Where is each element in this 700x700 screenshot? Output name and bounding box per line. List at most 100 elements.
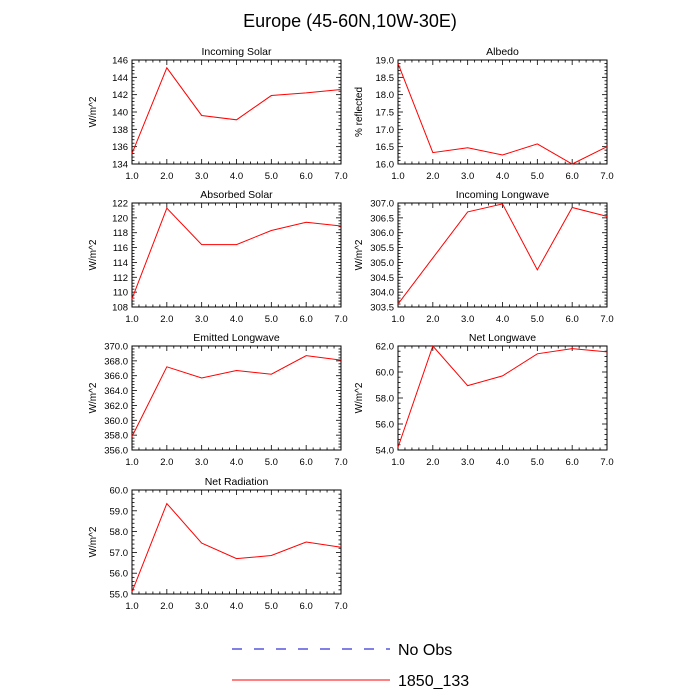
x-tick-label: 1.0 xyxy=(125,457,138,468)
y-tick-label: 306.0 xyxy=(370,228,394,239)
y-axis-label: W/m^2 xyxy=(88,239,99,270)
y-tick-label: 55.0 xyxy=(110,590,129,601)
y-tick-label: 368.0 xyxy=(104,356,128,367)
figure-title: Europe (45-60N,10W-30E) xyxy=(243,11,457,31)
y-tick-label: 122 xyxy=(112,199,128,210)
x-tick-label: 1.0 xyxy=(125,314,138,325)
legend: No Obs 1850_133 xyxy=(232,642,469,690)
x-tick-label: 4.0 xyxy=(496,457,509,468)
series-line-1850-133 xyxy=(131,355,342,437)
series-line-1850-133 xyxy=(397,345,608,448)
y-tick-label: 56.0 xyxy=(376,420,395,431)
x-tick-label: 2.0 xyxy=(160,171,173,182)
legend-label-no-obs: No Obs xyxy=(398,642,452,659)
x-tick-label: 2.0 xyxy=(160,601,173,612)
x-tick-label: 7.0 xyxy=(600,457,613,468)
y-axis-label: W/m^2 xyxy=(354,382,365,413)
panel-net-radiation: Net Radiation 1.0 2.0 3.0 4.0 5.0 6.0 7.0 55.0 56… xyxy=(88,476,348,612)
panel-title: Albedo xyxy=(486,46,519,58)
series-line-1850-133 xyxy=(131,502,342,593)
y-tick-label: 307.0 xyxy=(370,199,394,210)
panels: Incoming Solar 1.0 2.0 3.0 4.0 5.0 6.0 7.0 134 13… xyxy=(88,46,614,612)
plot-frame xyxy=(397,345,608,451)
y-tick-label: 108 xyxy=(112,303,128,314)
x-tick-label: 1.0 xyxy=(391,171,404,182)
y-tick-label: 59.0 xyxy=(110,506,129,517)
y-tick-label: 366.0 xyxy=(104,371,128,382)
y-tick-label: 360.0 xyxy=(104,416,128,427)
plot-frame xyxy=(131,489,342,595)
y-tick-label: 356.0 xyxy=(104,446,128,457)
y-tick-label: 138 xyxy=(112,125,128,136)
panel-albedo: Albedo 1.0 2.0 3.0 4.0 5.0 6.0 7.0 16.0 16.5 17.0 1… xyxy=(354,46,614,182)
x-tick-label: 2.0 xyxy=(160,314,173,325)
x-tick-label: 5.0 xyxy=(531,171,544,182)
y-tick-label: 16.0 xyxy=(376,160,395,171)
y-tick-label: 358.0 xyxy=(104,431,128,442)
y-tick-label: 134 xyxy=(112,160,128,171)
y-tick-label: 306.5 xyxy=(370,213,394,224)
y-tick-label: 364.0 xyxy=(104,386,128,397)
plot-frame xyxy=(397,59,608,165)
y-tick-label: 62.0 xyxy=(376,342,395,353)
x-tick-label: 5.0 xyxy=(531,457,544,468)
x-tick-label: 4.0 xyxy=(230,171,243,182)
panel-title: Incoming Solar xyxy=(201,46,272,58)
y-tick-label: 17.5 xyxy=(376,108,395,119)
panel-title: Net Radiation xyxy=(205,476,269,488)
series-line-1850-133 xyxy=(397,63,608,165)
y-tick-label: 116 xyxy=(113,243,128,254)
x-tick-label: 4.0 xyxy=(230,314,243,325)
panel-net-longwave: Net Longwave 1.0 2.0 3.0 4.0 5.0 6.0 7.0 54.0 56.… xyxy=(354,332,614,468)
y-tick-label: 112 xyxy=(113,273,128,284)
x-tick-label: 6.0 xyxy=(300,601,313,612)
x-tick-label: 1.0 xyxy=(125,171,138,182)
y-tick-label: 56.0 xyxy=(110,569,129,580)
y-tick-label: 305.0 xyxy=(370,258,394,269)
y-tick-label: 303.5 xyxy=(370,303,394,314)
x-tick-label: 4.0 xyxy=(230,601,243,612)
x-tick-label: 2.0 xyxy=(160,457,173,468)
x-tick-label: 7.0 xyxy=(334,457,347,468)
x-tick-label: 3.0 xyxy=(461,171,474,182)
y-tick-label: 57.0 xyxy=(110,548,129,559)
series-line-1850-133 xyxy=(397,203,608,305)
y-tick-label: 370.0 xyxy=(104,342,128,353)
y-tick-label: 362.0 xyxy=(104,401,128,412)
y-tick-label: 110 xyxy=(113,288,128,299)
x-tick-label: 5.0 xyxy=(265,601,278,612)
y-tick-label: 17.0 xyxy=(376,125,395,136)
x-tick-label: 2.0 xyxy=(426,457,439,468)
x-tick-label: 3.0 xyxy=(195,171,208,182)
plot-frame xyxy=(397,202,608,308)
y-tick-label: 136 xyxy=(112,142,128,153)
y-tick-label: 60.0 xyxy=(376,368,395,379)
y-tick-label: 305.5 xyxy=(370,243,394,254)
panel-incoming-solar: Incoming Solar 1.0 2.0 3.0 4.0 5.0 6.0 7.0 134 13… xyxy=(88,46,348,182)
x-tick-label: 6.0 xyxy=(566,457,579,468)
y-tick-label: 18.5 xyxy=(376,73,395,84)
x-tick-label: 3.0 xyxy=(461,314,474,325)
x-tick-label: 5.0 xyxy=(531,314,544,325)
y-tick-label: 54.0 xyxy=(376,446,395,457)
x-tick-label: 7.0 xyxy=(334,601,347,612)
x-tick-label: 3.0 xyxy=(195,314,208,325)
y-tick-label: 19.0 xyxy=(376,56,395,67)
y-tick-label: 58.0 xyxy=(110,527,129,538)
y-tick-label: 140 xyxy=(112,108,128,119)
y-tick-label: 118 xyxy=(113,228,128,239)
x-tick-label: 1.0 xyxy=(125,601,138,612)
panel-title: Net Longwave xyxy=(469,332,536,344)
x-tick-label: 6.0 xyxy=(566,314,579,325)
y-tick-label: 16.5 xyxy=(376,142,395,153)
panel-title: Absorbed Solar xyxy=(200,189,273,201)
x-tick-label: 3.0 xyxy=(195,457,208,468)
y-axis-label: W/m^2 xyxy=(88,382,99,413)
x-tick-label: 5.0 xyxy=(265,314,278,325)
y-axis-label: W/m^2 xyxy=(88,526,99,557)
y-tick-label: 146 xyxy=(112,56,128,67)
y-tick-label: 144 xyxy=(112,73,128,84)
x-tick-label: 3.0 xyxy=(195,601,208,612)
panel-title: Emitted Longwave xyxy=(193,332,280,344)
